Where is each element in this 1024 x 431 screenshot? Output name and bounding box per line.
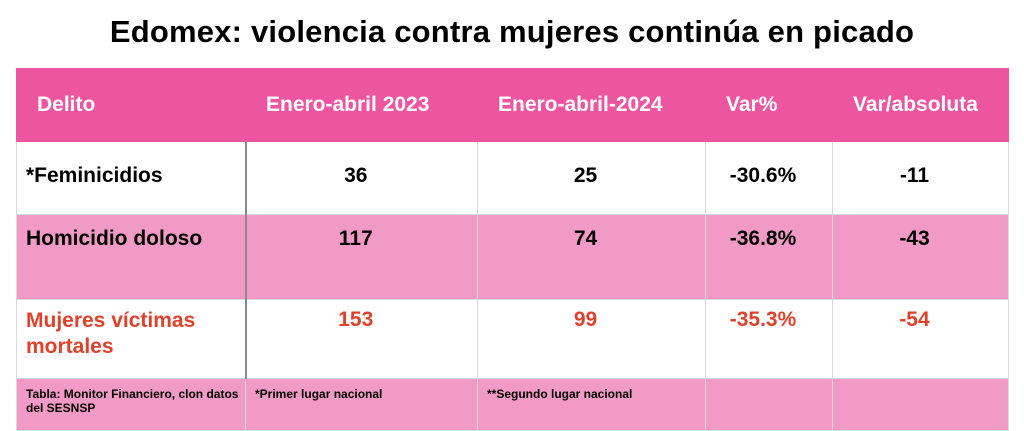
cell-value: 74 — [477, 214, 706, 300]
col-header-delito: Delito — [16, 68, 246, 142]
table-row: Mujeres víctimas mortales 153 99 -35.3% … — [16, 299, 1009, 379]
cell-value: -30.6% — [705, 141, 833, 215]
cell-value: -54 — [832, 299, 1009, 379]
cell-value: -11 — [832, 141, 1009, 215]
data-table: Delito Enero-abril 2023 Enero-abril-2024… — [16, 68, 1009, 431]
col-header-var-pct: Var% — [705, 68, 833, 142]
col-header-enero-abril-2024: Enero-abril-2024 — [477, 68, 706, 142]
cell-value: -43 — [832, 214, 1009, 300]
footnote-primer-lugar: *Primer lugar nacional — [245, 378, 478, 431]
cell-value: -36.8% — [705, 214, 833, 300]
row-label-homicidio-doloso: Homicidio doloso — [16, 214, 247, 300]
cell-value: 117 — [245, 214, 478, 300]
footer-empty-cell — [705, 378, 833, 431]
footer-row: Tabla: Monitor Financiero, clon datos de… — [16, 378, 1009, 431]
cell-value: 99 — [477, 299, 706, 379]
col-header-enero-abril-2023: Enero-abril 2023 — [245, 68, 478, 142]
cell-value: 36 — [245, 141, 478, 215]
row-label-mujeres-victimas: Mujeres víctimas mortales — [16, 299, 247, 379]
table-row: *Feminicidios 36 25 -30.6% -11 — [16, 141, 1009, 215]
cell-value: 153 — [245, 299, 478, 379]
cell-value: -35.3% — [705, 299, 833, 379]
footnote-segundo-lugar: **Segundo lugar nacional — [477, 378, 706, 431]
cell-value: 25 — [477, 141, 706, 215]
source-note: Tabla: Monitor Financiero, clon datos de… — [16, 378, 246, 431]
footer-empty-cell — [832, 378, 1009, 431]
col-header-var-absoluta: Var/absoluta — [832, 68, 1009, 142]
table-row: Homicidio doloso 117 74 -36.8% -43 — [16, 214, 1009, 300]
row-label-feminicidios: *Feminicidios — [16, 141, 247, 215]
chart-title: Edomex: violencia contra mujeres continú… — [109, 14, 915, 49]
header-row: Delito Enero-abril 2023 Enero-abril-2024… — [16, 68, 1009, 142]
